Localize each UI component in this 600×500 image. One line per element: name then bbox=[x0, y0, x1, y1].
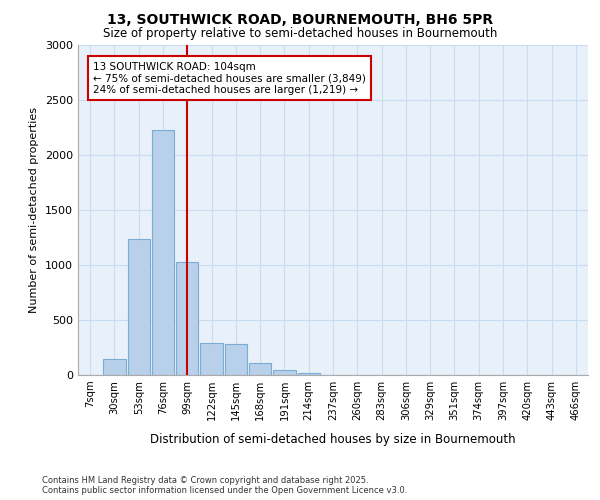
Bar bbox=[273, 370, 296, 375]
Bar bbox=[249, 364, 271, 375]
Text: 13 SOUTHWICK ROAD: 104sqm
← 75% of semi-detached houses are smaller (3,849)
24% : 13 SOUTHWICK ROAD: 104sqm ← 75% of semi-… bbox=[93, 62, 366, 94]
Y-axis label: Number of semi-detached properties: Number of semi-detached properties bbox=[29, 107, 40, 313]
Bar bbox=[176, 262, 199, 375]
Bar bbox=[152, 130, 174, 375]
Bar bbox=[128, 238, 150, 375]
Bar bbox=[298, 373, 320, 375]
Bar bbox=[103, 358, 125, 375]
Bar bbox=[200, 343, 223, 375]
Text: Size of property relative to semi-detached houses in Bournemouth: Size of property relative to semi-detach… bbox=[103, 28, 497, 40]
Bar bbox=[224, 344, 247, 375]
Text: 13, SOUTHWICK ROAD, BOURNEMOUTH, BH6 5PR: 13, SOUTHWICK ROAD, BOURNEMOUTH, BH6 5PR bbox=[107, 12, 493, 26]
Text: Distribution of semi-detached houses by size in Bournemouth: Distribution of semi-detached houses by … bbox=[150, 432, 516, 446]
Text: Contains HM Land Registry data © Crown copyright and database right 2025.
Contai: Contains HM Land Registry data © Crown c… bbox=[42, 476, 407, 495]
